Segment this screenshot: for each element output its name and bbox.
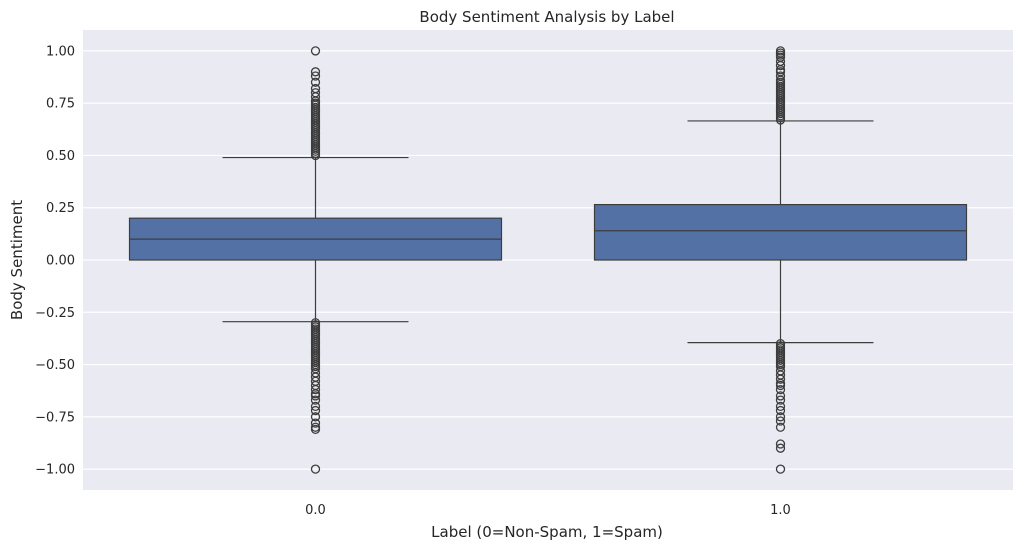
outlier-point [775,439,786,449]
y-tick-label: −0.75 [35,410,75,425]
y-tick-label: −0.25 [35,306,75,321]
y-tick-label: 0.00 [46,254,75,269]
outlier-point [310,464,321,474]
box-group-1.0 [593,46,968,474]
outlier-point [775,401,786,412]
outlier-point [310,391,321,401]
y-tick-label: −0.50 [35,358,75,373]
outlier-point [775,384,786,395]
outlier-point [310,71,321,81]
chart-title: Body Sentiment Analysis by Label [419,8,674,26]
outlier-point [775,380,786,391]
outlier-point [310,395,321,405]
outlier-point [310,384,321,395]
outlier-point [775,115,786,125]
iqr-box [593,203,968,261]
outlier-point [775,391,786,401]
box-series [128,46,968,474]
outlier-point [310,77,321,87]
outlier-point [310,424,321,435]
x-tick-label: 1.0 [770,503,791,518]
outlier-point [775,464,786,474]
outlier-point [775,60,786,71]
outlier-point [775,422,786,432]
box-group-0.0 [128,46,503,474]
x-axis-ticks: 0.0 1.0 [305,503,791,518]
outlier-point [775,416,786,426]
outlier-point [310,46,321,56]
outlier-point [310,405,321,416]
x-tick-label: 0.0 [305,503,326,518]
x-axis-label: Label (0=Non-Spam, 1=Spam) [431,523,663,541]
outlier-point [775,395,786,405]
y-tick-label: −1.00 [35,463,75,478]
y-axis-label: Body Sentiment [8,200,26,320]
outlier-point [775,443,786,453]
outlier-point [310,150,321,161]
outlier-point [310,67,321,77]
outlier-point [775,412,786,422]
y-axis-ticks: 1.00 0.75 0.50 0.25 0.00 −0.25 −0.50 −0.75 −1.00 [35,44,75,477]
gridlines [83,50,1013,470]
outlier-point [310,412,321,422]
y-tick-label: 0.75 [46,97,75,112]
outlier-point [310,418,321,428]
outlier-point [310,401,321,412]
y-tick-label: 1.00 [46,44,75,59]
outlier-point [775,374,786,384]
outlier-point [775,405,786,416]
y-tick-label: 0.25 [46,201,75,216]
y-tick-label: 0.50 [46,149,75,164]
